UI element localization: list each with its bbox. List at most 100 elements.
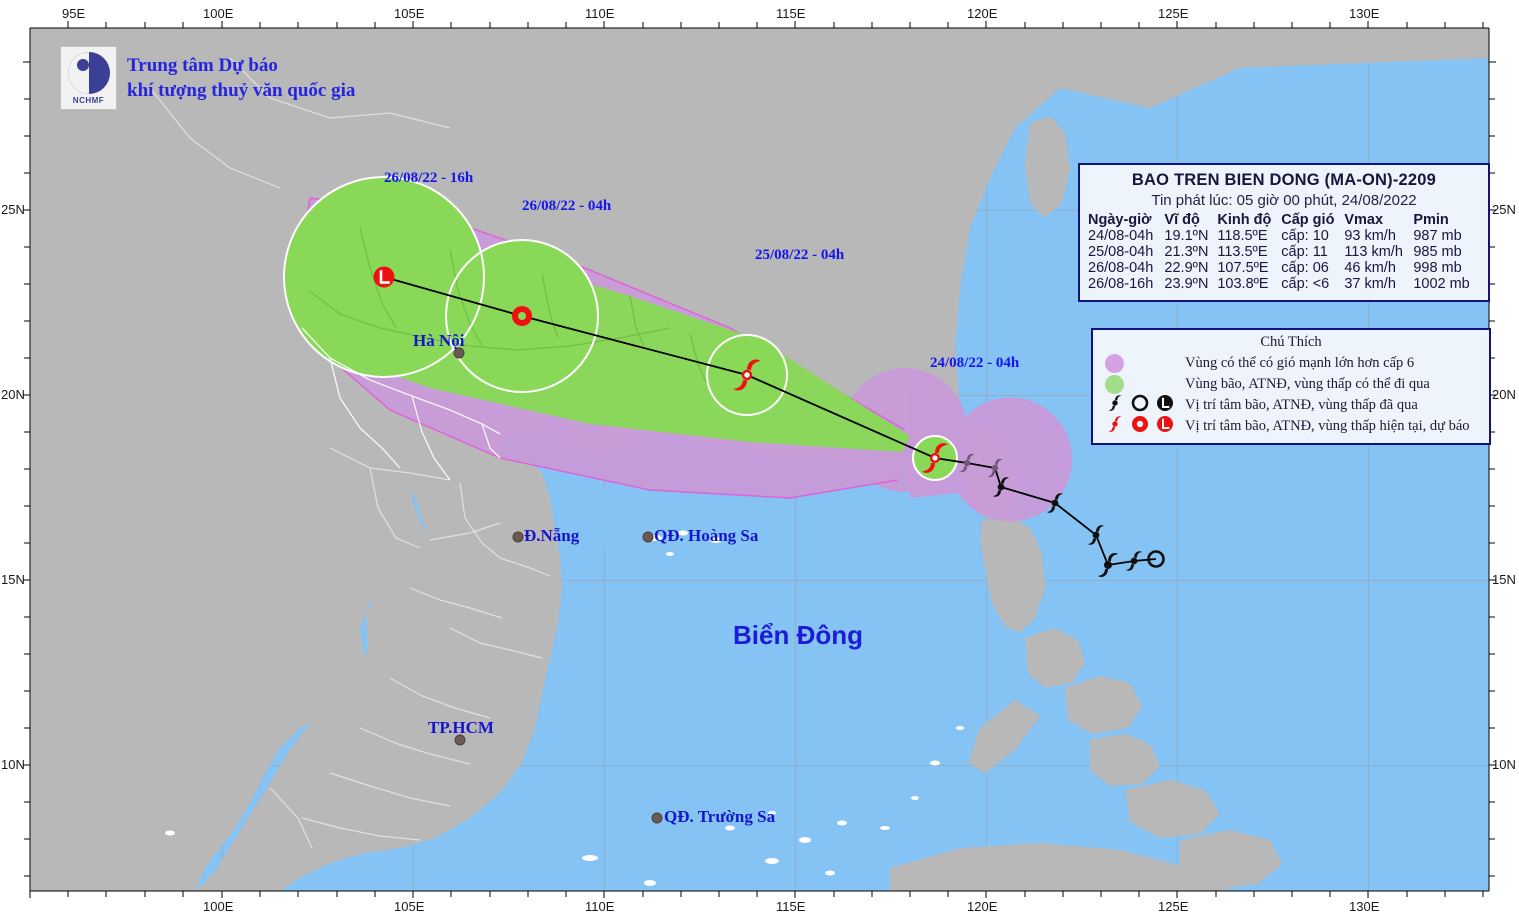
cell-pmin: 987 mb: [1413, 228, 1462, 244]
date-label-24-08-04h: 24/08/22 - 04h: [930, 355, 1020, 371]
island-dot-truong-sa: [651, 812, 663, 824]
lon-tick-bottom-115e: 115E: [776, 899, 806, 914]
col-latitude: Vĩ độ: [1164, 212, 1200, 228]
legend-row-past-positions: Vị trí tâm bão, ATNĐ, vùng thấp đã qua: [1099, 393, 1483, 418]
past-position-cyclone-6: [983, 456, 1007, 480]
cell-datetime: 26/08-16h: [1088, 276, 1154, 292]
cell-latitude: 23.9ºN: [1164, 276, 1209, 292]
past-position-cyclone-1: [1121, 548, 1147, 574]
lon-tick-bottom-130e: 130E: [1349, 899, 1380, 914]
cell-wind-grade: cấp: <6: [1281, 276, 1330, 292]
lat-tick-right-15n: 15N: [1492, 572, 1516, 587]
legend-swatch-black-group: [1099, 393, 1177, 418]
gridline-lat-10n: [30, 765, 1489, 766]
city-label-tp-hcm: TP.HCM: [428, 718, 494, 737]
cell-datetime: 25/08-04h: [1088, 244, 1154, 260]
legend-title: Chú Thích: [1260, 334, 1322, 350]
legend-label-current-positions: Vị trí tâm bão, ATNĐ, vùng thấp hiện tại…: [1185, 418, 1470, 434]
legend-label-path-area: Vùng bão, ATNĐ, vùng thấp có thể đi qua: [1185, 376, 1430, 392]
cell-vmax: 113 km/h: [1344, 244, 1403, 260]
cell-latitude: 22.9ºN: [1164, 260, 1209, 276]
lat-tick-10n: 10N: [1, 757, 25, 772]
low-red-icon: [1155, 414, 1175, 439]
lon-tick-130e: 130E: [1349, 6, 1380, 21]
lon-tick-bottom-100e: 100E: [203, 899, 234, 914]
map-canvas[interactable]: 26/08/22 - 16h 26/08/22 - 04h 25/08/22 -…: [30, 28, 1489, 891]
date-label-26-08-16h: 26/08/22 - 16h: [384, 170, 474, 186]
city-dot-ha-noi: [453, 347, 465, 359]
past-position-low-hollow: [1146, 549, 1166, 569]
table-row: 26/08-04h 22.9ºN 107.5ºE cấp: 06 46 km/h…: [1088, 260, 1480, 276]
legend-swatch-green-group: [1099, 375, 1177, 394]
lat-tick-20n: 20N: [1, 387, 25, 402]
lat-tick-right-10n: 10N: [1492, 757, 1516, 772]
city-label-da-nang: Đ.Nẵng: [524, 526, 580, 545]
cell-pmin: 1002 mb: [1413, 276, 1470, 292]
past-position-cyclone-4: [1042, 490, 1068, 516]
bulletin-time: Tin phát lúc: 05 giờ 00 phút, 24/08/2022: [1151, 192, 1417, 209]
lon-tick-95e: 95E: [62, 6, 86, 21]
date-label-26-08-04h: 26/08/22 - 04h: [522, 198, 612, 214]
legend-row-current-positions: Vị trí tâm bão, ATNĐ, vùng thấp hiện tại…: [1099, 416, 1483, 437]
axis-top-longitude: 95E 100E 105E 110E 115E 120E 125E 130E: [0, 0, 1519, 28]
cell-longitude: 103.8ºE: [1217, 276, 1269, 292]
lat-tick-25n: 25N: [1, 202, 25, 217]
green-area-icon: [1105, 375, 1124, 394]
city-dot-da-nang: [512, 531, 524, 543]
past-position-cyclone-5: [988, 474, 1014, 500]
cell-wind-grade: cấp: 11: [1281, 244, 1328, 260]
axis-bottom-longitude: 100E 105E 110E 115E 120E 125E 130E: [0, 891, 1519, 919]
circle-hollow-black-icon: [1130, 393, 1150, 418]
current-position-cyclone-24-08[interactable]: [916, 439, 954, 477]
past-position-cyclone-7: [955, 451, 979, 475]
sea-label-bien-dong: Biển Đông: [733, 620, 863, 650]
lon-tick-100e: 100E: [203, 6, 234, 21]
cell-datetime: 26/08-04h: [1088, 260, 1154, 276]
city-dot-tp-hcm: [454, 734, 466, 746]
cell-wind-grade: cấp: 06: [1281, 260, 1329, 276]
col-longitude: Kinh độ: [1217, 212, 1272, 228]
forecast-position-depression-26-08-04h[interactable]: [508, 302, 536, 330]
storm-title: BAO TREN BIEN DONG (MA-ON)-2209: [1131, 171, 1437, 189]
forecast-table: Ngày-giờ Vĩ độ Kinh độ Cấp gió Vmax Pmin…: [1088, 212, 1480, 292]
cell-pmin: 985 mb: [1413, 244, 1462, 260]
past-position-cyclone-2: [1093, 550, 1123, 580]
legend-label-past-positions: Vị trí tâm bão, ATNĐ, vùng thấp đã qua: [1185, 397, 1418, 413]
nchmf-acronym: NCHMF: [72, 95, 105, 105]
lon-tick-bottom-105e: 105E: [394, 899, 425, 914]
gridline-lat-15n: [30, 580, 1489, 581]
island-dot-hoang-sa: [642, 531, 654, 543]
legend-swatch-red-group: [1099, 414, 1177, 439]
past-position-cyclone-3: [1083, 522, 1109, 548]
lon-tick-115e: 115E: [776, 6, 806, 21]
lat-tick-right-25n: 25N: [1492, 202, 1516, 217]
cell-datetime: 24/08-04h: [1088, 228, 1154, 244]
lon-tick-bottom-110e: 110E: [585, 899, 615, 914]
nchmf-logo: NCHMF Trung tâm Dự báo khí tượng thuỷ vă…: [60, 46, 355, 110]
lon-tick-125e: 125E: [1158, 6, 1189, 21]
col-wind-grade: Cấp gió: [1281, 212, 1335, 228]
cell-pmin: 998 mb: [1413, 260, 1462, 276]
table-row: 25/08-04h 21.3ºN 113.5ºE cấp: 11 113 km/…: [1088, 244, 1480, 260]
cell-longitude: 107.5ºE: [1217, 260, 1269, 276]
lat-tick-15n: 15N: [1, 572, 25, 587]
cell-vmax: 46 km/h: [1344, 260, 1396, 276]
forecast-position-cyclone-25-08[interactable]: [727, 355, 767, 395]
border-overlay: [283, 176, 1157, 566]
forecast-position-low-26-08-16h[interactable]: [370, 263, 398, 291]
col-datetime: Ngày-giờ: [1088, 212, 1152, 228]
cell-wind-grade: cấp: 10: [1281, 228, 1329, 244]
gridline-lon-130e: [1368, 28, 1369, 891]
lon-tick-105e: 105E: [394, 6, 425, 21]
city-label-ha-noi: Hà Nội: [413, 331, 465, 350]
cell-longitude: 118.5ºE: [1217, 228, 1268, 244]
table-row: 24/08-04h 19.1ºN 118.5ºE cấp: 10 93 km/h…: [1088, 228, 1480, 244]
lat-tick-right-20n: 20N: [1492, 387, 1516, 402]
legend-row-path-area: Vùng bão, ATNĐ, vùng thấp có thể đi qua: [1099, 374, 1483, 395]
col-pmin: Pmin: [1413, 212, 1449, 228]
purple-area-icon: [1105, 354, 1124, 373]
lon-tick-110e: 110E: [585, 6, 615, 21]
axis-right-latitude: 25N 20N 15N 10N: [1489, 0, 1519, 919]
nchmf-emblem-icon: [67, 51, 110, 94]
cell-longitude: 113.5ºE: [1217, 244, 1268, 260]
